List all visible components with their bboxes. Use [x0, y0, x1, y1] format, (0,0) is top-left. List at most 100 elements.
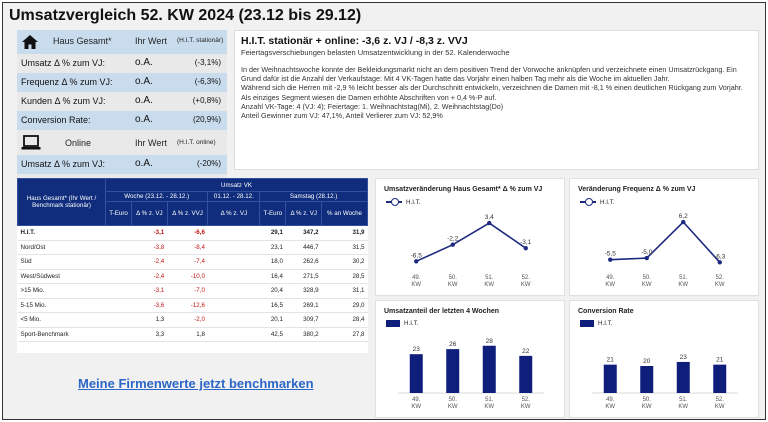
tick-label: 50. KW — [642, 275, 652, 288]
kpi-online-label: Online — [65, 138, 92, 148]
legend-label: H.I.T. — [598, 320, 613, 327]
table-cell: 20,4 — [259, 283, 286, 299]
table-cell: 42,5 — [259, 327, 286, 342]
data-point — [414, 259, 419, 264]
benchmark-link[interactable]: Meine Firmenwerte jetzt benchmarken — [78, 376, 314, 391]
table-cell — [105, 312, 132, 328]
kpi-delta: (-20%) — [196, 159, 221, 168]
table-cell: 31,1 — [321, 283, 368, 299]
sat-header: Samstag (28.12.) — [259, 191, 368, 202]
table-cell: 31,9 — [321, 225, 368, 241]
table-cell — [207, 254, 260, 270]
row-name: <5 Mio. — [17, 312, 106, 328]
chart-frequenz-card: -5,5 -5,0 6,2 -6,3 49. KW 50. KW 51. KW 52. KW Verä… — [569, 178, 759, 296]
row-name: >15 Mio. — [17, 283, 106, 299]
table-row: Süd -2,4 -7,4 18,0 262,6 30,2 — [17, 254, 368, 270]
row-name: Süd — [17, 254, 106, 270]
row-name: Nord/Ost — [17, 240, 106, 255]
table-cell: 18,0 — [259, 254, 286, 270]
bar — [603, 364, 617, 393]
tick-label: 49. KW — [605, 397, 615, 410]
tick-label-line: KW — [411, 282, 421, 288]
data-label: -6,5 — [411, 252, 423, 259]
chart-title: Umsatzveränderung Haus Gesamt* Δ % zum V… — [384, 186, 543, 193]
tick-label-line: 49. — [412, 397, 421, 403]
bar — [640, 366, 654, 393]
table-cell: 27,8 — [321, 327, 368, 342]
data-label: -2,2 — [447, 236, 459, 243]
table-row: West/Südwest -2,4 -10,0 16,4 271,5 28,5 — [17, 269, 368, 284]
summary-paragraph: Während sich die Herren mit -2,9 % leich… — [241, 83, 743, 102]
table-body: H.I.T. -3,1 -6,6 29,1 347,2 31,9 Nord/Ost -3,8-… — [17, 225, 368, 342]
table-cell: 446,7 — [285, 240, 322, 255]
table-cell — [207, 298, 260, 313]
table-cell: -7,4 — [167, 254, 208, 270]
row-name: Sport-Benchmark — [17, 327, 106, 342]
kpi-delta: (-3,1%) — [194, 58, 221, 67]
table-cell — [105, 327, 132, 342]
chart-legend: H.I.T. — [580, 320, 612, 327]
row-name: West/Südwest — [17, 269, 106, 284]
kpi-value: o.A. — [135, 57, 153, 68]
kpi-name: Conversion Rate: — [21, 115, 91, 125]
table-cell: -8,4 — [167, 240, 208, 255]
chart-title: Conversion Rate — [578, 308, 634, 315]
tick-label-line: KW — [484, 404, 494, 410]
data-label: -3,1 — [520, 239, 532, 246]
kpi-online-ref: (H.I.T. online) — [177, 139, 216, 146]
data-point — [523, 245, 528, 251]
table-cell: -3,8 — [131, 240, 168, 255]
data-point — [717, 260, 722, 265]
data-label: 6,2 — [679, 213, 688, 220]
table-cell: 16,4 — [259, 269, 286, 284]
bar — [519, 355, 533, 393]
col-header: Δ % z. VVJ — [166, 201, 209, 226]
data-label: 3,4 — [485, 214, 494, 221]
chart-legend: H.I.T. — [386, 320, 418, 327]
legend-label: H.I.T. — [600, 198, 615, 206]
col-header: Δ % z. VJ — [207, 201, 261, 226]
tick-label: 52. KW — [521, 397, 531, 410]
tick-label: 52. KW — [715, 275, 725, 288]
data-label: -6,3 — [714, 253, 726, 260]
bar — [713, 364, 727, 393]
tick-label-line: KW — [448, 404, 458, 410]
kpi-row-umsatz: Umsatz Δ % zum VJ: o.A. (-3,1%) — [17, 54, 227, 73]
table-cell: 271,5 — [285, 269, 322, 284]
series-line — [610, 220, 721, 263]
data-label: 21 — [716, 357, 724, 364]
chart-umsatzanteil-card: 23 26 28 22 49. KW 50. KW 51. KW 52. KW Umsatzantei… — [375, 300, 565, 418]
tick-label-line: 51. — [485, 275, 494, 281]
kpi-header-ref: (H.I.T. stationär) — [177, 37, 224, 44]
table-cell: -3,1 — [131, 283, 168, 299]
table-cell — [207, 312, 260, 328]
table-cell: 28,4 — [321, 312, 368, 328]
chart-title: Umsatzanteil der letzten 4 Wochen — [384, 308, 500, 315]
table-cell: 328,9 — [285, 283, 322, 299]
data-label: 23 — [413, 346, 421, 353]
table-cell: 20,1 — [259, 312, 286, 328]
tick-label-line: 49. — [412, 275, 421, 281]
kpi-name: Kunden Δ % zum VJ: — [21, 96, 106, 106]
kpi-name: Umsatz Δ % zum VJ: — [21, 58, 106, 68]
legend-line-icon — [386, 198, 402, 206]
table-row: >15 Mio. -3,1 -7,0 20,4 328,9 31,1 — [17, 283, 368, 299]
table-row: Sport-Benchmark 3,3 1,8 42,5 380,2 27,8 — [17, 327, 368, 342]
summary-paragraph: In der Weihnachtswoche konnte der Beklei… — [241, 65, 737, 84]
table-cell — [105, 269, 132, 284]
kpi-header-value-label: Ihr Wert — [135, 36, 167, 46]
tick-label: 52. KW — [521, 275, 531, 288]
table-row: 5-15 Mio. -3,6 -12,6 16,5 269,1 29,0 — [17, 298, 368, 313]
laptop-icon — [21, 135, 41, 150]
kpi-value: o.A. — [135, 95, 153, 106]
legend-bar-icon — [386, 320, 400, 327]
ytd-header: 01.12. - 28.12. — [207, 191, 261, 202]
data-label: 26 — [449, 341, 457, 348]
tick-label-line: 52. — [716, 397, 725, 403]
col-header: Δ % z. VJ — [131, 201, 168, 226]
bar — [446, 349, 460, 393]
tick-label-line: 51. — [679, 397, 688, 403]
tick-label-line: KW — [605, 404, 615, 410]
